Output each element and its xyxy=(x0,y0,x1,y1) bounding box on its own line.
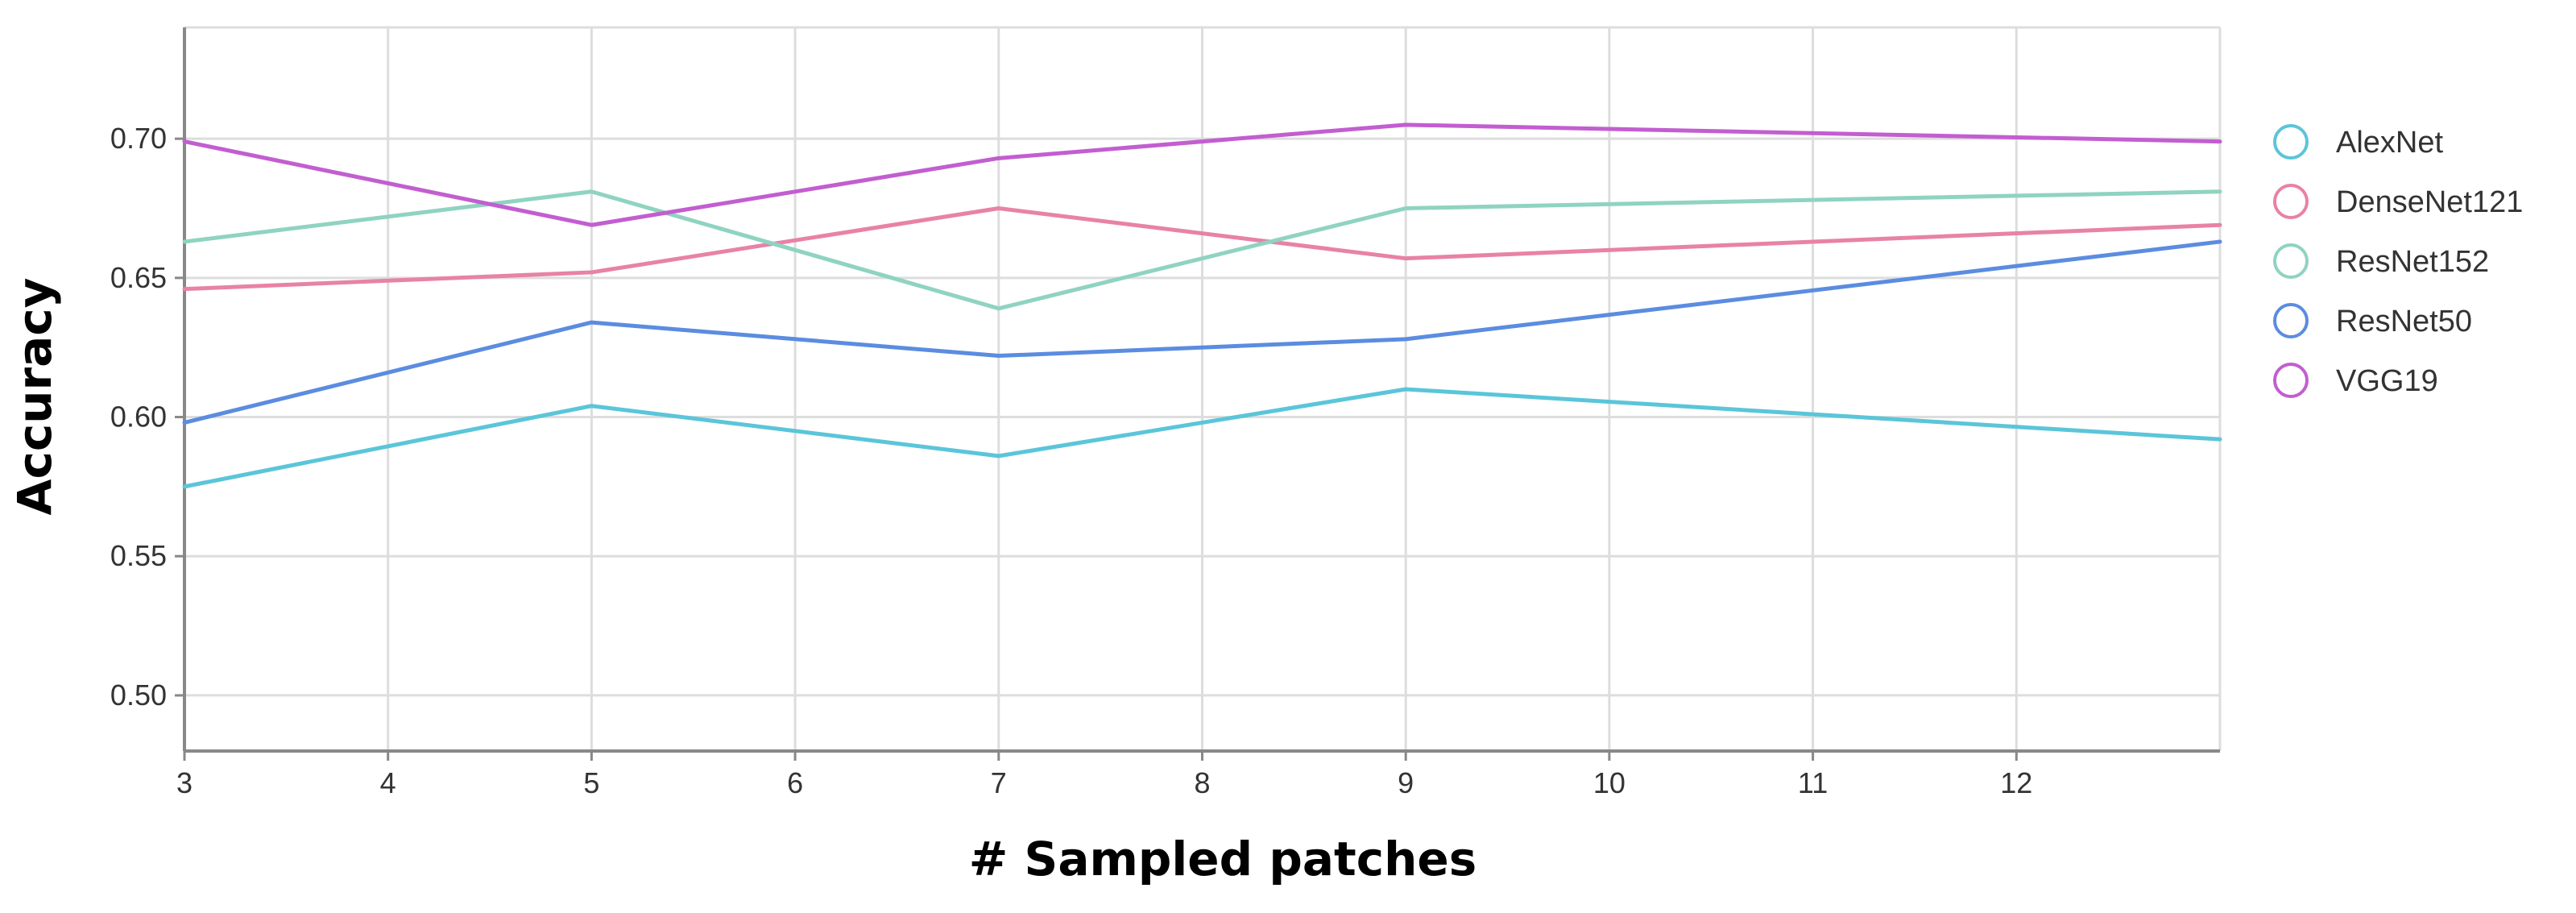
legend-item-resnet152: ResNet152 xyxy=(2273,243,2489,279)
y-tick-label: 0.60 xyxy=(110,400,167,434)
legend-label: ResNet50 xyxy=(2336,305,2472,338)
legend: AlexNet DenseNet121 ResNet152 ResNet50 VGG19 xyxy=(2273,124,2523,398)
x-tick-label: 10 xyxy=(1593,766,1626,799)
legend-label: AlexNet xyxy=(2336,126,2443,160)
y-tick-label: 0.70 xyxy=(110,122,167,155)
x-tick-label: 6 xyxy=(787,766,803,799)
x-axis-title: # Sampled patches xyxy=(969,832,1477,886)
legend-symbol xyxy=(2273,303,2309,338)
legend-item-densenet121: DenseNet121 xyxy=(2273,184,2523,219)
grid xyxy=(183,26,2222,751)
x-tick-label: 12 xyxy=(2000,766,2032,799)
legend-item-vgg19: VGG19 xyxy=(2273,363,2438,398)
legend-symbol xyxy=(2273,243,2309,279)
x-tick-label: 5 xyxy=(583,766,599,799)
legend-symbol xyxy=(2273,363,2309,398)
legend-symbol xyxy=(2273,124,2309,160)
legend-item-alexnet: AlexNet xyxy=(2273,124,2443,160)
x-tick-label: 8 xyxy=(1194,766,1210,799)
x-tick-label: 7 xyxy=(991,766,1007,799)
series-line-resnet152 xyxy=(182,189,2222,311)
series-line-densenet121 xyxy=(182,206,2222,292)
x-tick-label: 11 xyxy=(1798,766,1828,799)
x-tick-label: 4 xyxy=(380,766,396,799)
legend-label: ResNet152 xyxy=(2336,245,2489,279)
series-lines xyxy=(182,122,2222,489)
y-axis-title: Accuracy xyxy=(7,278,62,516)
legend-symbol xyxy=(2273,184,2309,219)
legend-label: VGG19 xyxy=(2336,364,2438,398)
y-tick-label: 0.55 xyxy=(110,539,167,572)
series-line-alexnet xyxy=(182,387,2222,489)
y-tick-label: 0.65 xyxy=(110,261,167,294)
series-line-vgg19 xyxy=(182,122,2222,227)
legend-item-resnet50: ResNet50 xyxy=(2273,303,2472,338)
series-line-resnet50 xyxy=(182,239,2222,425)
x-tick-label: 3 xyxy=(176,766,193,799)
legend-label: DenseNet121 xyxy=(2336,185,2523,219)
x-tick-label: 9 xyxy=(1398,766,1414,799)
x-axis-ticks: 3 4 5 6 7 8 9 10 11 12 xyxy=(176,751,2032,799)
y-axis-ticks: 0.50 0.55 0.60 0.65 0.70 xyxy=(110,122,184,712)
y-tick-label: 0.50 xyxy=(110,679,167,712)
